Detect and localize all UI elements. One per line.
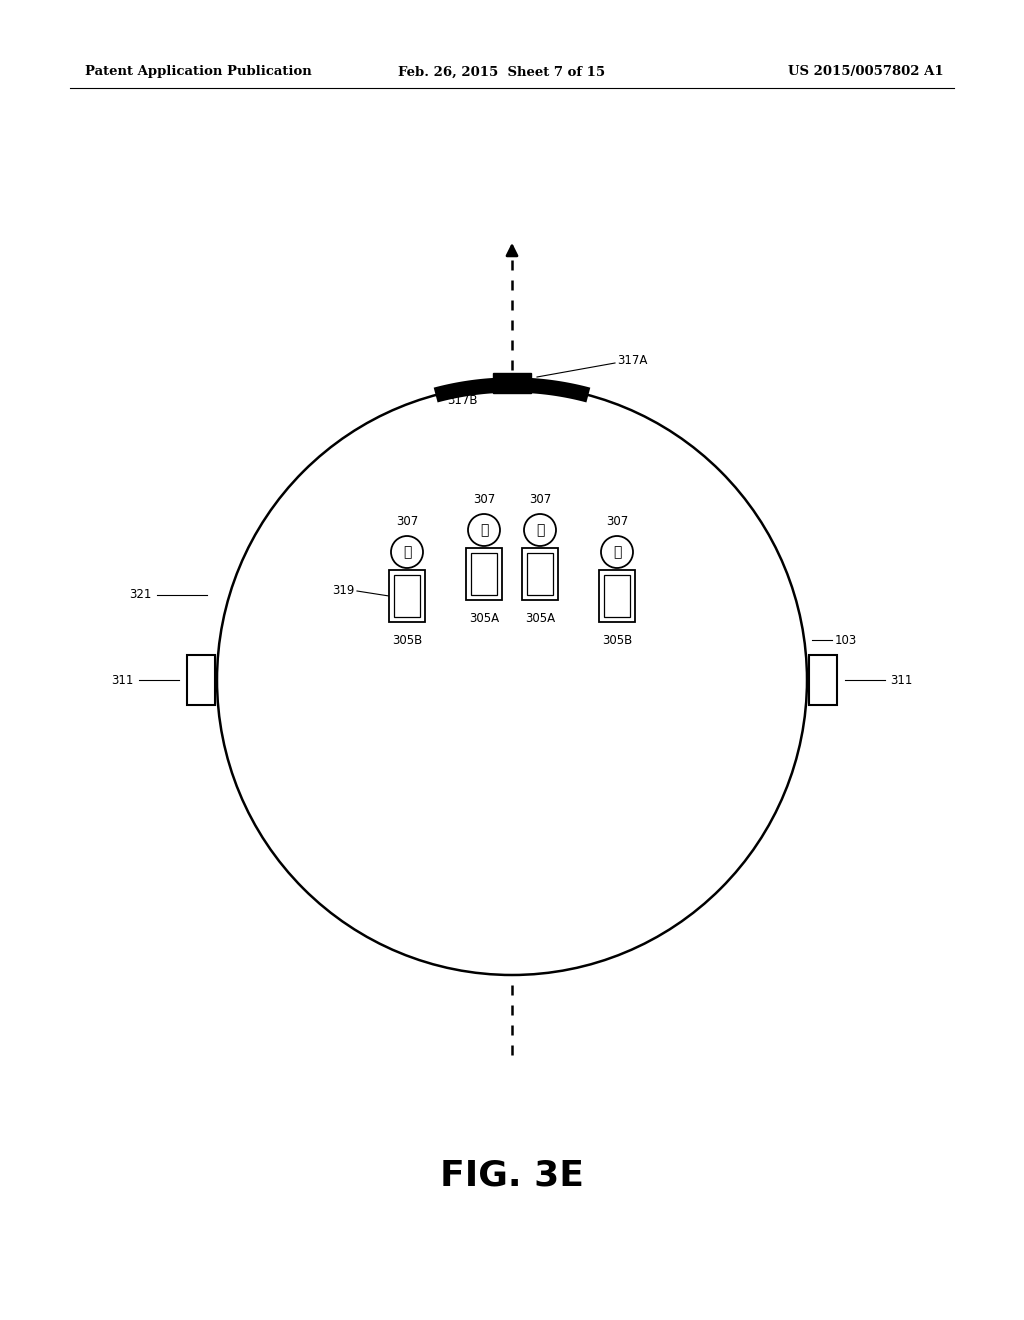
Bar: [394, 576, 420, 616]
Bar: [389, 570, 425, 622]
Text: US 2015/0057802 A1: US 2015/0057802 A1: [788, 66, 944, 78]
Circle shape: [468, 513, 500, 546]
Text: Feb. 26, 2015  Sheet 7 of 15: Feb. 26, 2015 Sheet 7 of 15: [398, 66, 605, 78]
Text: 307: 307: [396, 515, 418, 528]
Text: 321: 321: [130, 589, 152, 602]
Text: ⓧ: ⓧ: [536, 523, 544, 537]
Text: 319: 319: [333, 585, 355, 598]
Text: 305B: 305B: [392, 634, 422, 647]
Bar: [493, 374, 531, 393]
Text: Patent Application Publication: Patent Application Publication: [85, 66, 311, 78]
Bar: [471, 553, 497, 595]
Text: 103: 103: [835, 634, 857, 647]
Circle shape: [391, 536, 423, 568]
Text: 317A: 317A: [617, 354, 647, 367]
Bar: [522, 548, 558, 601]
Text: 305B: 305B: [602, 634, 632, 647]
Text: ⓧ: ⓧ: [402, 545, 412, 558]
Bar: [809, 655, 837, 705]
Text: ⓧ: ⓧ: [612, 545, 622, 558]
Bar: [527, 553, 553, 595]
Text: 305A: 305A: [525, 612, 555, 624]
Circle shape: [524, 513, 556, 546]
Text: FIG. 3E: FIG. 3E: [440, 1158, 584, 1192]
Text: 307: 307: [473, 492, 496, 506]
Text: ⓧ: ⓧ: [480, 523, 488, 537]
Bar: [599, 570, 635, 622]
Text: 311: 311: [890, 673, 912, 686]
Text: 311: 311: [112, 673, 134, 686]
Bar: [604, 576, 630, 616]
Text: 305A: 305A: [469, 612, 499, 624]
Text: 307: 307: [606, 515, 628, 528]
Bar: [466, 548, 502, 601]
Text: 307: 307: [528, 492, 551, 506]
Circle shape: [601, 536, 633, 568]
Text: 317B: 317B: [447, 393, 477, 407]
Bar: [187, 655, 215, 705]
